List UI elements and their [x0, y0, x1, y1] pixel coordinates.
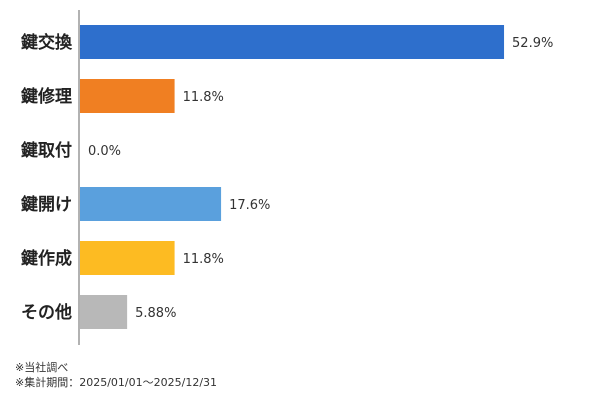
value-label: 11.8% — [183, 90, 224, 105]
footnotes: ※当社調べ ※集計期間：2025/01/01～2025/12/31 — [15, 360, 217, 390]
category-label: 鍵取付 — [21, 140, 72, 161]
bar — [80, 187, 222, 221]
category-label: 鍵作成 — [21, 248, 72, 269]
value-label: 11.8% — [183, 252, 224, 267]
bars-group: 鍵交換 52.9% 鍵修理 11.8% 鍵取付 0.0% 鍵開け 17.6% 鍵作成 11.8% そ… — [21, 25, 553, 329]
category-label: 鍵修理 — [21, 86, 72, 107]
category-label: 鍵交換 — [21, 32, 73, 53]
category-label: その他 — [21, 302, 72, 323]
value-label: 17.6% — [229, 198, 270, 213]
period-note: ※集計期間：2025/01/01～2025/12/31 — [15, 376, 218, 389]
value-label: 5.88% — [135, 306, 176, 321]
bar — [80, 241, 175, 275]
category-label: 鍵開け — [21, 194, 72, 215]
value-label: 0.0% — [88, 144, 121, 159]
value-label: 52.9% — [512, 36, 553, 51]
bar — [80, 295, 128, 329]
source-note: ※当社調べ — [15, 361, 69, 374]
bar-chart: 鍵交換 52.9% 鍵修理 11.8% 鍵取付 0.0% 鍵開け 17.6% 鍵作成 11.8% そ… — [21, 10, 553, 345]
bar — [80, 79, 175, 113]
bar — [80, 25, 505, 59]
